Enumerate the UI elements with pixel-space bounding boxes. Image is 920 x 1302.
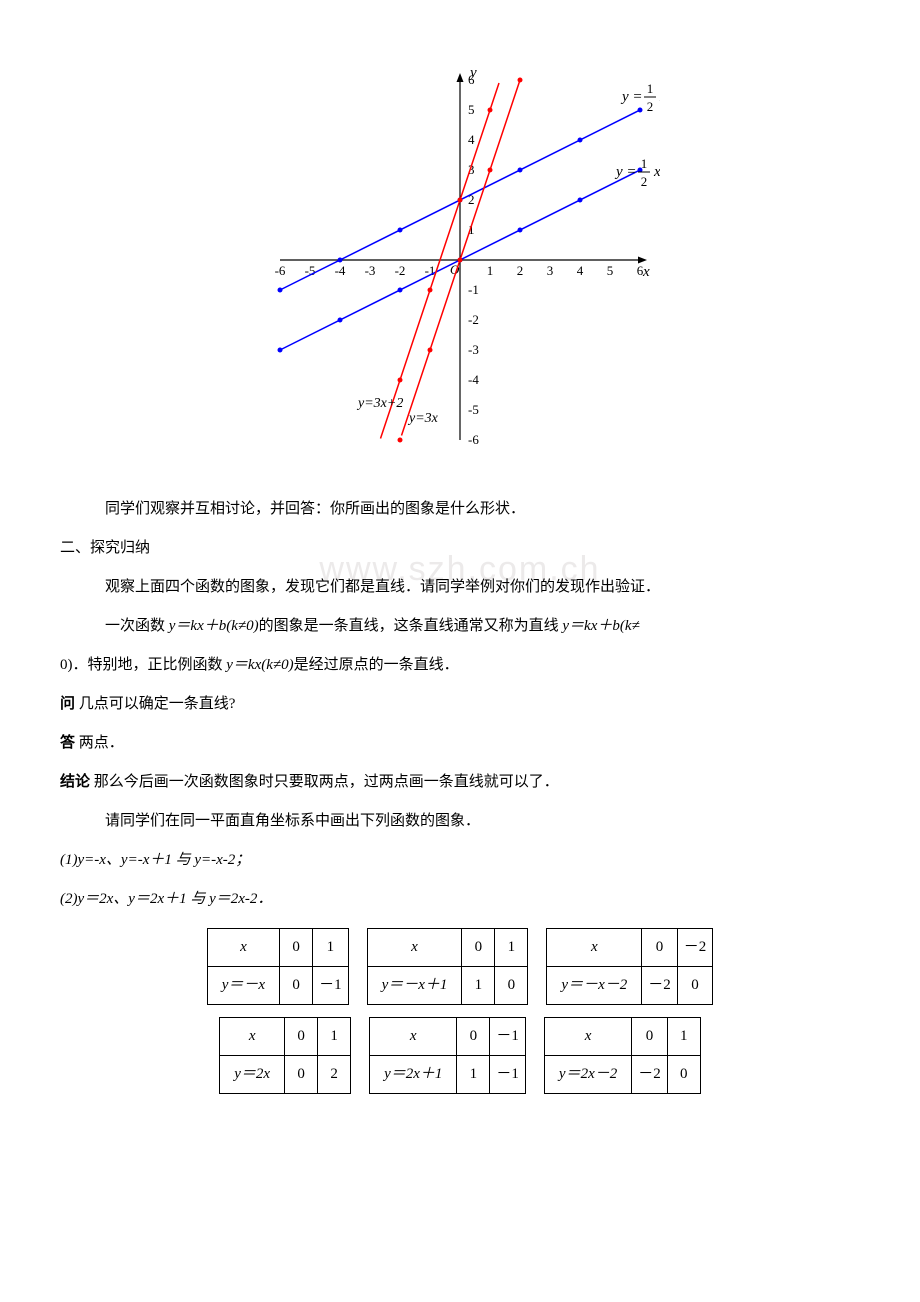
- definition-line-1: 一次函数 y＝kx＋b(k≠0)的图象是一条直线，这条直线通常又称为直线 y＝k…: [60, 610, 860, 643]
- conclusion-line: 结论 那么今后画一次函数图象时只要取两点，过两点画一条直线就可以了．: [60, 766, 860, 799]
- table-row: x01y＝－x0－1x01y＝－x＋110x0－2y＝－x－2－20: [60, 928, 860, 1005]
- def1b: y＝kx＋b(k≠0): [169, 618, 259, 634]
- svg-text:3: 3: [547, 263, 554, 278]
- value-table: x01y＝－x＋110: [367, 928, 529, 1005]
- value-table: x0－1y＝2x＋11－1: [369, 1017, 526, 1094]
- svg-text:-2: -2: [468, 312, 479, 327]
- item-2-text: (2)y＝2x、y＝2x＋1 与 y＝2x-2．: [60, 891, 272, 907]
- svg-text:5: 5: [468, 102, 475, 117]
- svg-text:y =: y =: [620, 89, 643, 105]
- question-line: 问 几点可以确定一条直线?: [60, 688, 860, 721]
- answer-line: 答 两点．: [60, 727, 860, 760]
- def2b: y＝kx(k≠0): [226, 657, 293, 673]
- main-chart: -6-5-4-3-2-1123456-6-5-4-3-2-1123456Oyxy…: [60, 60, 860, 473]
- svg-text:-6: -6: [468, 432, 479, 447]
- svg-text:1: 1: [641, 156, 648, 171]
- def1c: 的图象是一条直线，这条直线通常又称为直线: [259, 618, 563, 634]
- svg-text:-1: -1: [468, 282, 479, 297]
- svg-text:2: 2: [647, 99, 654, 114]
- svg-text:2: 2: [641, 174, 648, 189]
- answer-label: 答: [60, 735, 75, 751]
- conclusion-text: 那么今后画一次函数图象时只要取两点，过两点画一条直线就可以了．: [90, 774, 559, 790]
- svg-text:4: 4: [468, 132, 475, 147]
- value-table: x01y＝2x－2－20: [544, 1017, 701, 1094]
- def1a: 一次函数: [105, 618, 169, 634]
- svg-text:1: 1: [487, 263, 494, 278]
- item-2: (2)y＝2x、y＝2x＋1 与 y＝2x-2．: [60, 883, 860, 916]
- verify-paragraph: 观察上面四个函数的图象，发现它们都是直线．请同学举例对你们的发现作出验证．: [60, 571, 860, 604]
- answer-text: 两点．: [75, 735, 124, 751]
- svg-text:-3: -3: [468, 342, 479, 357]
- svg-text:-2: -2: [395, 263, 406, 278]
- svg-text:-3: -3: [365, 263, 376, 278]
- svg-text:x: x: [642, 264, 650, 280]
- svg-text:-5: -5: [468, 402, 479, 417]
- svg-text:5: 5: [607, 263, 614, 278]
- item-1: (1)y=-x、y=-x＋1 与 y=-x-2；: [60, 844, 860, 877]
- value-table: x0－2y＝－x－2－20: [546, 928, 713, 1005]
- draw-instruction: 请同学们在同一平面直角坐标系中画出下列函数的图象．: [60, 805, 860, 838]
- svg-text:x + 2: x + 2: [659, 89, 660, 105]
- definition-line-2: 0)．特别地，正比例函数 y＝kx(k≠0)是经过原点的一条直线．: [60, 649, 860, 682]
- observe-paragraph: 同学们观察并互相讨论，并回答：你所画出的图象是什么形状．: [60, 493, 860, 526]
- def1d: y＝kx＋b(k≠: [562, 618, 639, 634]
- svg-text:-4: -4: [468, 372, 479, 387]
- question-label: 问: [60, 696, 75, 712]
- value-table: x01y＝－x0－1: [207, 928, 349, 1005]
- svg-text:x: x: [653, 164, 660, 180]
- svg-text:-4: -4: [335, 263, 346, 278]
- conclusion-label: 结论: [60, 774, 90, 790]
- svg-text:y =: y =: [614, 164, 637, 180]
- svg-text:1: 1: [647, 81, 654, 96]
- section-2-heading: 二、探究归纳: [60, 532, 860, 565]
- def2a: 0)．特别地，正比例函数: [60, 657, 226, 673]
- item-1-text: (1)y=-x、y=-x＋1 与 y=-x-2；: [60, 852, 250, 868]
- table-row: x01y＝2x02x0－1y＝2x＋11－1x01y＝2x－2－20: [60, 1017, 860, 1094]
- svg-text:y=3x: y=3x: [407, 411, 439, 426]
- def2c: 是经过原点的一条直线．: [294, 657, 459, 673]
- svg-text:-6: -6: [275, 263, 286, 278]
- svg-text:y=3x+2: y=3x+2: [356, 396, 403, 411]
- value-table: x01y＝2x02: [219, 1017, 351, 1094]
- svg-text:4: 4: [577, 263, 584, 278]
- svg-text:2: 2: [517, 263, 524, 278]
- svg-text:y: y: [468, 65, 477, 81]
- coordinate-chart-svg: -6-5-4-3-2-1123456-6-5-4-3-2-1123456Oyxy…: [260, 60, 660, 460]
- function-tables: x01y＝－x0－1x01y＝－x＋110x0－2y＝－x－2－20 x01y＝2…: [60, 928, 860, 1094]
- question-text: 几点可以确定一条直线?: [75, 696, 235, 712]
